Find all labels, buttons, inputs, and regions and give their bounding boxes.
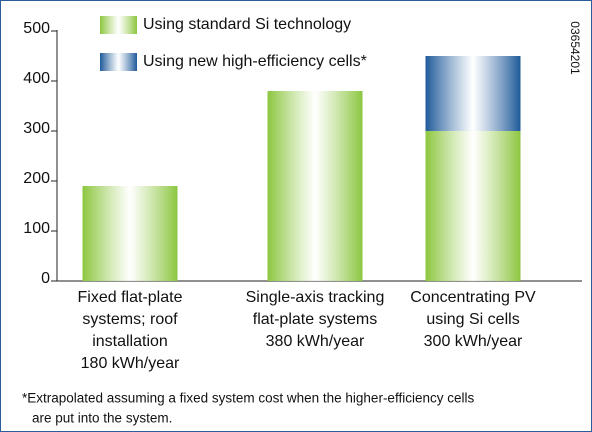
y-tick-label: 300 [23, 120, 50, 137]
bar-segment [82, 186, 178, 281]
x-tick-label: Fixed flat-plate [78, 289, 183, 306]
legend-label: Using standard Si technology [143, 16, 351, 33]
y-tick-label: 0 [41, 270, 50, 287]
footnote: are put into the system. [32, 411, 172, 426]
legend-swatch [100, 16, 137, 34]
x-tick-label: systems; roof [82, 311, 178, 328]
y-tick-label: 400 [23, 70, 50, 87]
side-label: 03654201 [568, 21, 582, 75]
y-tick-label: 200 [23, 170, 50, 187]
x-tick-label: 380 kWh/year [266, 333, 365, 350]
legend-label: Using new high-efficiency cells* [143, 53, 367, 70]
x-tick-label: 180 kWh/year [81, 355, 180, 372]
x-tick-label: Single-axis tracking [246, 289, 385, 306]
bar-segment [425, 56, 521, 131]
x-tick-label: using Si cells [426, 311, 519, 328]
x-tick-label: Concentrating PV [410, 289, 536, 306]
y-tick-label: 500 [23, 20, 50, 37]
y-tick-label: 100 [23, 220, 50, 237]
bar-segment [267, 91, 363, 281]
legend-swatch [100, 53, 137, 71]
footnote: *Extrapolated assuming a fixed system co… [22, 391, 474, 406]
x-tick-label: 300 kWh/year [424, 333, 523, 350]
x-tick-label: installation [92, 333, 168, 350]
bar-segment [425, 131, 521, 281]
x-tick-label: flat-plate systems [253, 311, 377, 328]
